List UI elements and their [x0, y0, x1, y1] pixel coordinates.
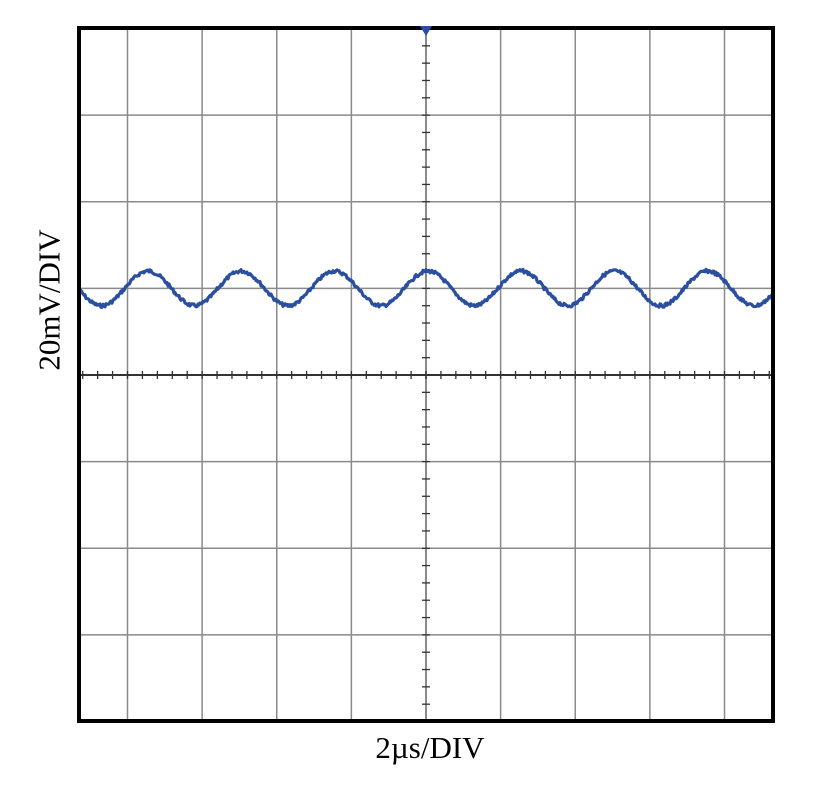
traces: [77, 267, 774, 309]
y-axis-label: 20mV/DIV: [10, 200, 90, 400]
waveform-trace: [77, 267, 774, 309]
y-axis-label-text: 20mV/DIV: [32, 229, 67, 371]
x-axis-label: 2µs/DIV: [375, 730, 485, 765]
tick-marks: [82, 27, 770, 705]
trigger-marker-icon: [420, 26, 432, 36]
